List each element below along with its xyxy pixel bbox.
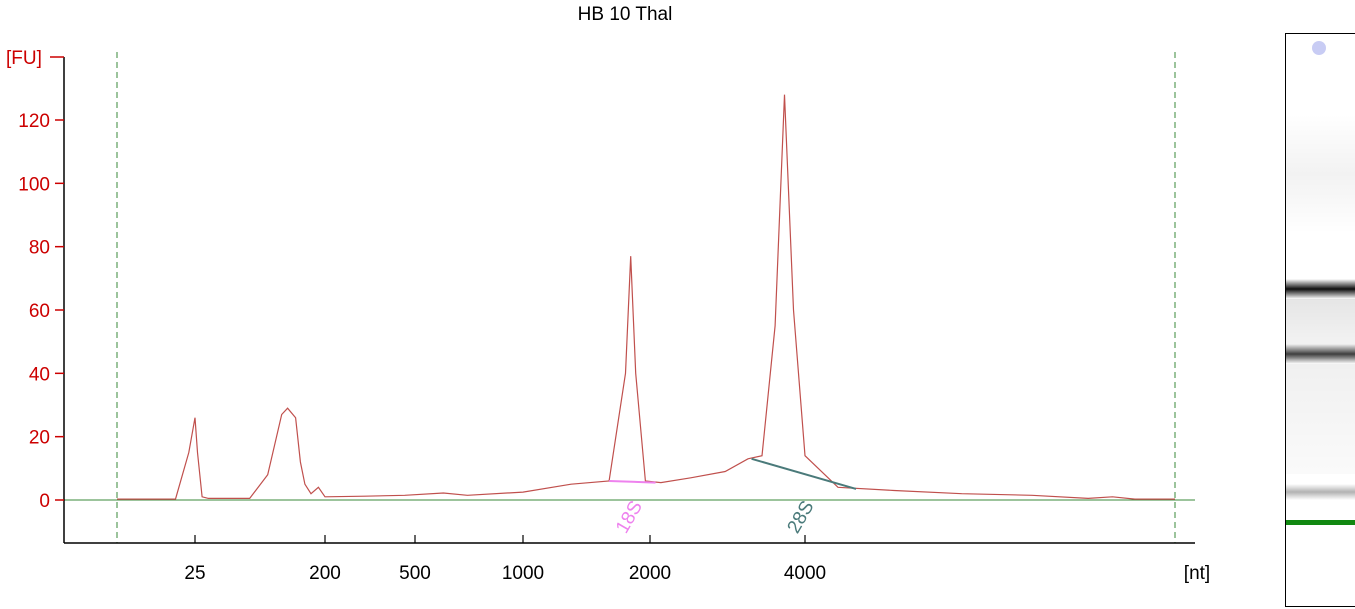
x-tick-label: 2000 <box>629 563 671 584</box>
y-tick-label: 100 <box>18 174 50 195</box>
y-tick-label: 20 <box>29 428 50 449</box>
x-tick-label: 500 <box>399 563 431 584</box>
y-tick-label: 120 <box>18 111 50 132</box>
x-tick-label: 4000 <box>784 563 826 584</box>
x-tick-label: 1000 <box>502 563 544 584</box>
y-tick-label: 0 <box>39 491 50 512</box>
y-tick-label: 80 <box>29 238 50 259</box>
gel-band-28S <box>1286 279 1355 299</box>
gel-lane <box>1285 33 1355 607</box>
gel-smear <box>1286 114 1355 234</box>
x-tick-label: 25 <box>184 563 205 584</box>
gel-marker-line <box>1286 520 1355 525</box>
peak-label-28S: 28S <box>783 497 818 537</box>
y-tick-label: 60 <box>29 301 50 322</box>
y-tick-label: 40 <box>29 364 50 385</box>
peak-label-18S: 18S <box>612 497 647 537</box>
x-tick-label: 200 <box>309 563 341 584</box>
peak-region-28S <box>751 457 857 490</box>
chart-title: HB 10 Thal <box>577 4 673 25</box>
trace-line <box>117 94 1175 500</box>
gel-smear-low <box>1286 364 1355 474</box>
x-axis-label: [nt] <box>1184 563 1210 584</box>
gel-dot-icon <box>1312 41 1326 55</box>
peak-region-18S <box>609 480 656 484</box>
y-axis-label: [FU] <box>6 48 42 69</box>
electropherogram-chart: [FU] 0 20 40 60 80 100 120 25 200 500 1000 2000 4000… <box>6 48 1210 584</box>
gel-band-18S <box>1286 344 1355 364</box>
gel-band-lower <box>1286 484 1355 500</box>
